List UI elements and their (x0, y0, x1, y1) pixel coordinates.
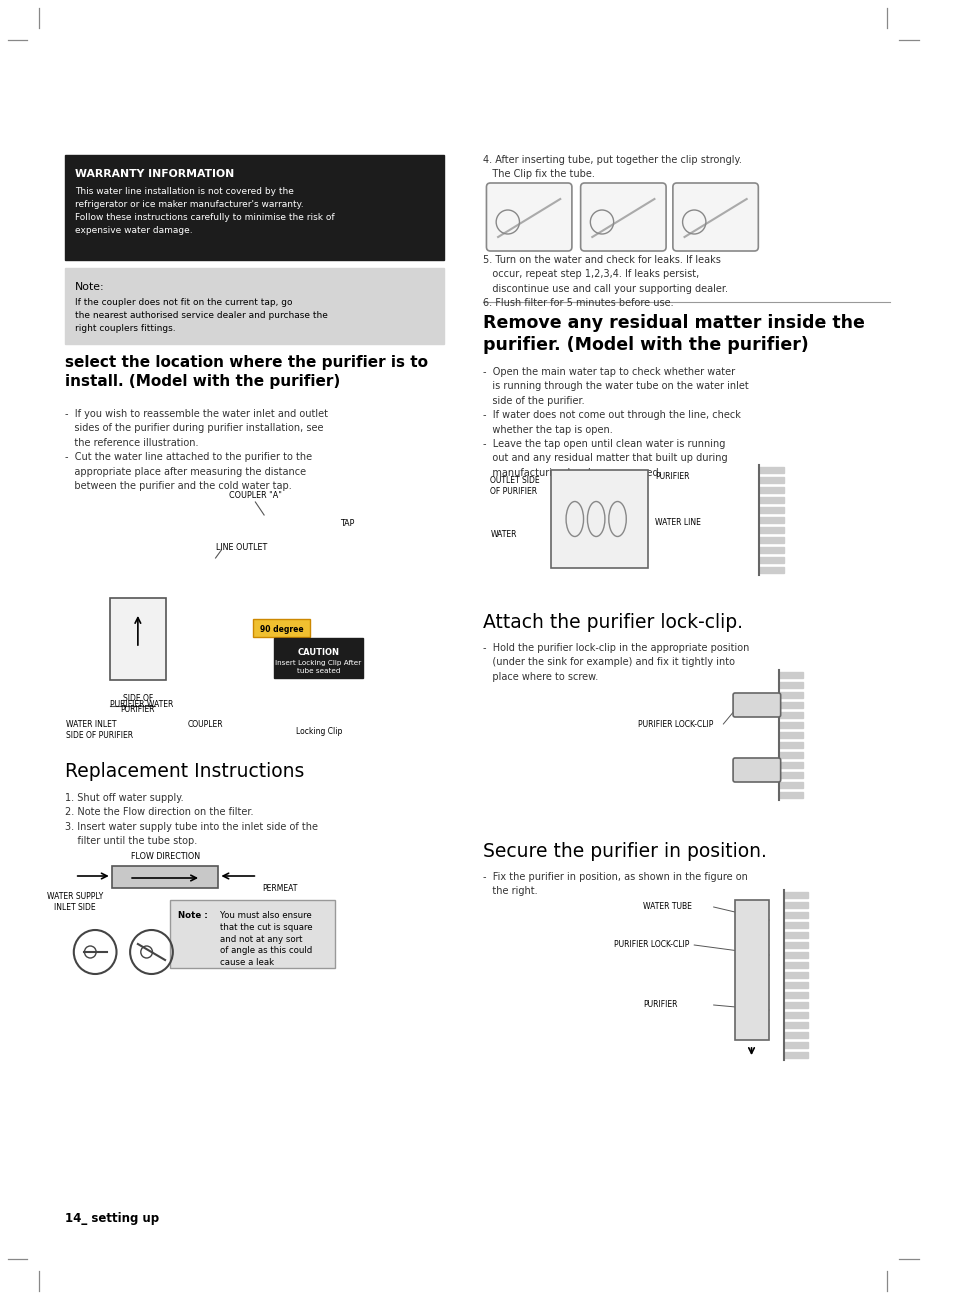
Bar (759, 498, 782, 503)
Bar (782, 1022, 807, 1028)
Text: PURIFIER: PURIFIER (655, 472, 689, 481)
Bar (782, 982, 807, 989)
Bar (782, 931, 807, 938)
Text: You must also ensure
that the cut is square
and not at any sort
of angle as this: You must also ensure that the cut is squ… (220, 911, 313, 968)
Text: WARRANTY INFORMATION: WARRANTY INFORMATION (74, 169, 233, 179)
Bar (550, 470, 647, 568)
Text: WATER: WATER (490, 530, 517, 539)
Text: Remove any residual matter inside the
purifier. (Model with the purifier): Remove any residual matter inside the pu… (482, 314, 863, 355)
Text: 14_ setting up: 14_ setting up (65, 1212, 159, 1225)
Bar (782, 922, 807, 927)
Bar (759, 477, 782, 483)
Text: Attach the purifier lock-clip.: Attach the purifier lock-clip. (482, 613, 741, 633)
Bar (253, 620, 310, 637)
Bar (782, 1002, 807, 1008)
Text: Locking Clip: Locking Clip (295, 727, 342, 737)
Bar (65, 268, 443, 344)
Bar (170, 900, 335, 968)
Text: PURIFIER WATER: PURIFIER WATER (110, 700, 172, 709)
Bar (778, 733, 802, 738)
FancyBboxPatch shape (732, 692, 780, 717)
FancyBboxPatch shape (672, 183, 758, 251)
Text: LINE OUTLET: LINE OUTLET (215, 543, 267, 552)
Bar (778, 772, 802, 778)
Text: -  Hold the purifier lock-clip in the appropriate position
   (under the sink fo: - Hold the purifier lock-clip in the app… (482, 643, 748, 682)
Bar (778, 752, 802, 759)
Text: WATER TUBE: WATER TUBE (642, 902, 691, 911)
Bar (782, 942, 807, 948)
Text: COUPLER: COUPLER (187, 720, 223, 729)
Text: SIDE OF
PURIFIER: SIDE OF PURIFIER (120, 694, 155, 714)
Text: PERMEAT: PERMEAT (262, 885, 297, 892)
Text: -  If you wish to reassemble the water inlet and outlet
   sides of the purifier: - If you wish to reassemble the water in… (65, 409, 328, 491)
Text: Insert Locking Clip After
tube seated: Insert Locking Clip After tube seated (275, 660, 361, 673)
Bar (778, 763, 802, 768)
Bar (782, 972, 807, 978)
Text: Replacement Instructions: Replacement Instructions (65, 763, 304, 781)
Text: 90 degree: 90 degree (259, 625, 303, 634)
Text: -  Open the main water tap to check whether water
   is running through the wate: - Open the main water tap to check wheth… (482, 368, 747, 478)
Bar (782, 992, 807, 998)
Text: 4. After inserting tube, put together the clip strongly.
   The Clip fix the tub: 4. After inserting tube, put together th… (482, 155, 740, 179)
Bar (759, 547, 782, 553)
Bar (759, 536, 782, 543)
Bar (782, 1031, 807, 1038)
Bar (778, 712, 802, 718)
Bar (778, 792, 802, 798)
FancyBboxPatch shape (580, 183, 665, 251)
Bar (759, 566, 782, 573)
Text: WATER SUPPLY
INLET SIDE: WATER SUPPLY INLET SIDE (47, 892, 103, 912)
Text: OUTLET SIDE
OF PURIFIER: OUTLET SIDE OF PURIFIER (490, 475, 539, 496)
Bar (782, 952, 807, 957)
Text: PURIFIER LOCK-CLIP: PURIFIER LOCK-CLIP (638, 720, 713, 729)
Text: PURIFIER LOCK-CLIP: PURIFIER LOCK-CLIP (613, 940, 688, 950)
Bar (759, 468, 782, 473)
Text: Secure the purifier in position.: Secure the purifier in position. (482, 842, 765, 861)
Text: CAUTION: CAUTION (297, 648, 339, 657)
Text: FLOW DIRECTION: FLOW DIRECTION (131, 852, 199, 861)
Bar (112, 866, 218, 889)
Bar (759, 507, 782, 513)
FancyBboxPatch shape (732, 759, 780, 782)
Text: PURIFIER: PURIFIER (642, 1000, 677, 1009)
Bar (65, 155, 443, 260)
Text: 1. Shut off water supply.
2. Note the Flow direction on the filter.
3. Insert wa: 1. Shut off water supply. 2. Note the Fl… (65, 792, 317, 846)
Bar (782, 902, 807, 908)
Bar (759, 527, 782, 533)
Bar (759, 487, 782, 494)
Bar (110, 598, 166, 679)
Bar (782, 892, 807, 898)
Text: select the location where the purifier is to
install. (Model with the purifier): select the location where the purifier i… (65, 355, 428, 390)
Bar (778, 782, 802, 788)
Bar (778, 722, 802, 727)
Text: -  Fix the purifier in position, as shown in the figure on
   the right.: - Fix the purifier in position, as shown… (482, 872, 746, 896)
Bar (782, 1012, 807, 1018)
Bar (782, 1052, 807, 1057)
Text: Note :: Note : (177, 911, 207, 920)
Text: Note:: Note: (74, 282, 104, 292)
Bar (778, 742, 802, 748)
Text: If the coupler does not fit on the current tap, go
the nearest authorised servic: If the coupler does not fit on the curre… (74, 297, 327, 333)
Bar (782, 963, 807, 968)
Bar (778, 672, 802, 678)
Bar (759, 517, 782, 523)
Bar (778, 701, 802, 708)
Bar (734, 900, 768, 1040)
Text: 5. Turn on the water and check for leaks. If leaks
   occur, repeat step 1,2,3,4: 5. Turn on the water and check for leaks… (482, 255, 727, 308)
Bar (759, 557, 782, 562)
FancyBboxPatch shape (486, 183, 571, 251)
Text: This water line installation is not covered by the
refrigerator or ice maker man: This water line installation is not cove… (74, 187, 335, 235)
Bar (274, 638, 363, 678)
Text: WATER INLET
SIDE OF PURIFIER: WATER INLET SIDE OF PURIFIER (66, 720, 133, 740)
Bar (782, 1042, 807, 1048)
Text: TAP: TAP (340, 520, 355, 527)
Bar (778, 682, 802, 688)
Text: COUPLER "A": COUPLER "A" (229, 491, 281, 500)
Bar (778, 692, 802, 698)
Text: WATER LINE: WATER LINE (655, 518, 700, 527)
Bar (782, 912, 807, 918)
